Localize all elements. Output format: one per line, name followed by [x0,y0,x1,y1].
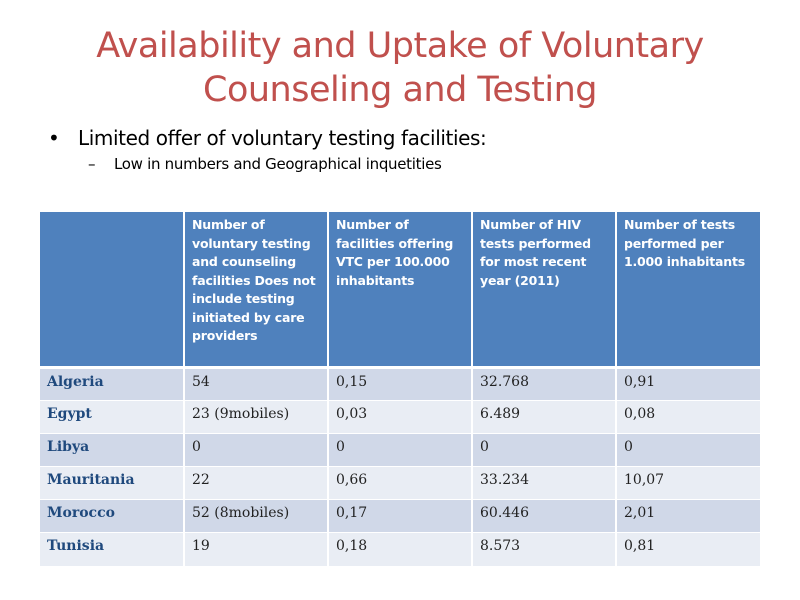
bullet-text: Limited offer of voluntary testing facil… [78,126,487,150]
value-cell: 0,91 [615,367,760,401]
value-cell: 0,08 [615,400,760,434]
value-cell: 8.573 [471,532,616,566]
country-cell: Mauritania [40,466,184,500]
value-cell: 52 (8mobiles) [183,499,328,533]
table-row: Libya 0 0 0 0 [40,433,760,467]
value-cell: 0,18 [327,532,472,566]
country-cell: Egypt [40,400,184,434]
value-cell: 0,15 [327,367,472,401]
bullet-point: • Limited offer of voluntary testing faci… [48,126,487,150]
country-cell: Algeria [40,367,184,401]
value-cell: 0 [183,433,328,467]
value-cell: 0 [327,433,472,467]
header-cell: Number of facilities offering VTC per 10… [327,212,472,368]
value-cell: 19 [183,532,328,566]
table-row: Mauritania 22 0,66 33.234 10,07 [40,466,760,500]
title-line-2: Counseling and Testing [203,70,597,110]
value-cell: 22 [183,466,328,500]
header-cell: Number of voluntary testing and counseli… [183,212,328,368]
vct-table: Number of voluntary testing and counseli… [40,212,760,566]
value-cell: 10,07 [615,466,760,500]
sub-bullet-point: – Low in numbers and Geographical inqueti… [88,155,442,173]
table-row: Morocco 52 (8mobiles) 0,17 60.446 2,01 [40,499,760,533]
header-row: Number of voluntary testing and counseli… [40,212,760,368]
value-cell: 60.446 [471,499,616,533]
value-cell: 0,17 [327,499,472,533]
slide-title: Availability and Uptake of Voluntary Cou… [0,24,800,112]
country-cell: Tunisia [40,532,184,566]
value-cell: 6.489 [471,400,616,434]
table-row: Algeria 54 0,15 32.768 0,91 [40,367,760,401]
value-cell: 54 [183,367,328,401]
country-cell: Morocco [40,499,184,533]
value-cell: 2,01 [615,499,760,533]
title-line-1: Availability and Uptake of Voluntary [96,26,704,66]
table-row: Egypt 23 (9mobiles) 0,03 6.489 0,08 [40,400,760,434]
value-cell: 33.234 [471,466,616,500]
value-cell: 32.768 [471,367,616,401]
table-row: Tunisia 19 0,18 8.573 0,81 [40,532,760,566]
header-cell: Number of tests performed per 1.000 inha… [615,212,760,368]
country-cell: Libya [40,433,184,467]
value-cell: 23 (9mobiles) [183,400,328,434]
dash-icon: – [88,155,96,173]
value-cell: 0 [615,433,760,467]
value-cell: 0,03 [327,400,472,434]
sub-bullet-text: Low in numbers and Geographical inquetit… [114,155,442,173]
value-cell: 0,66 [327,466,472,500]
value-cell: 0,81 [615,532,760,566]
bullet-icon: • [48,126,60,150]
header-cell: Number of HIV tests performed for most r… [471,212,616,368]
value-cell: 0 [471,433,616,467]
header-cell [40,212,184,368]
